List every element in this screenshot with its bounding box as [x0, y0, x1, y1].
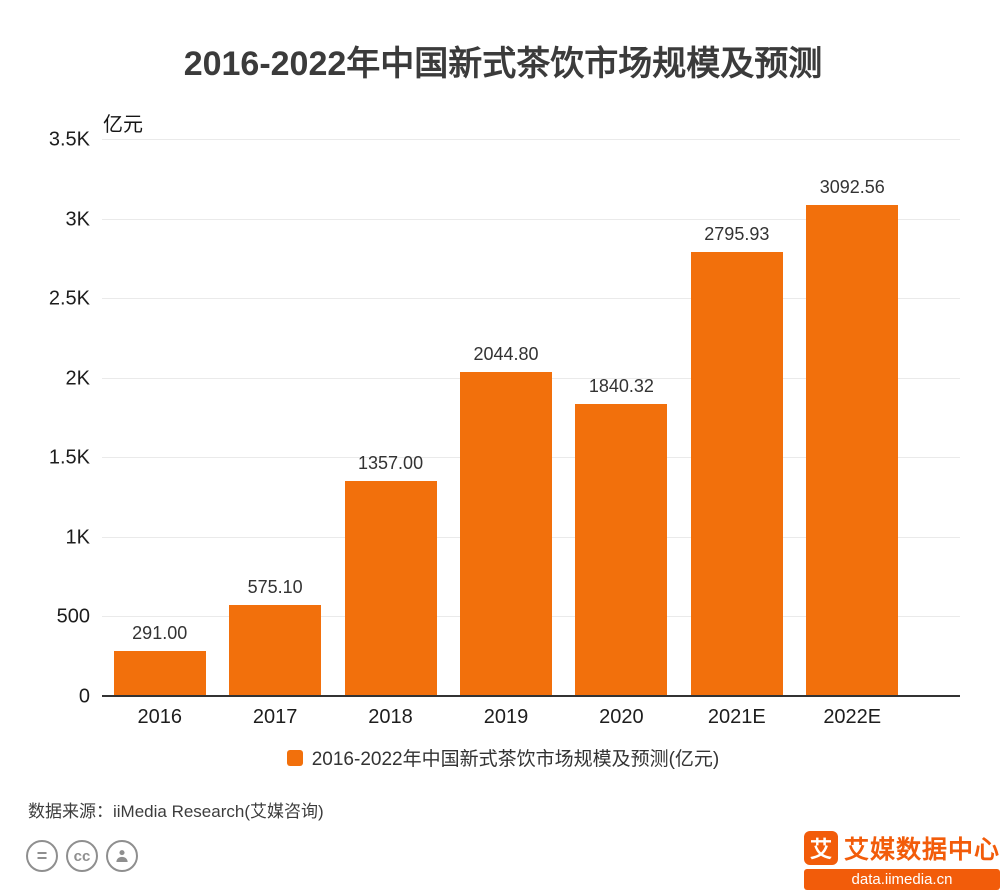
bars-row: 291.00 575.10 1357.00 2044.80 1840.32 2795.93… — [102, 140, 960, 697]
equals-icon[interactable]: = — [26, 840, 58, 872]
x-axis-label: 2022E — [823, 706, 882, 728]
bar-2022E[interactable] — [806, 204, 899, 697]
source-text: 数据来源：iiMedia Research(艾媒咨询) — [28, 802, 324, 821]
y-tick-label: 0 — [78, 685, 90, 708]
bar-value-label: 291.00 — [132, 622, 188, 643]
chart-title: 2016-2022年中国新式茶饮市场规模及预测 — [183, 45, 823, 83]
y-tick-label: 1.5K — [48, 446, 90, 469]
bar-value-label: 3092.56 — [819, 176, 885, 197]
legend-label: 2016-2022年中国新式茶饮市场规模及预测(亿元) — [311, 749, 720, 770]
person-icon-glyph — [116, 850, 128, 862]
x-axis-label: 2021E — [707, 706, 766, 728]
y-tick-label: 1K — [65, 526, 90, 549]
bar-2018[interactable] — [344, 481, 437, 697]
bar-cell: 575.10 — [217, 140, 332, 697]
bar-value-label: 2044.80 — [473, 343, 539, 364]
y-tick-label: 3K — [65, 208, 90, 231]
bar-value-label: 575.10 — [247, 577, 303, 598]
bar-value-label: 1357.00 — [358, 453, 424, 474]
bar-cell: 1840.32 — [564, 140, 679, 697]
bar-value-label: 1840.32 — [588, 376, 654, 397]
x-axis-label: 2020 — [599, 706, 644, 728]
legend-swatch — [286, 749, 303, 766]
y-tick-label: 500 — [56, 605, 90, 628]
brand-url: data.iimedia.cn — [803, 869, 1000, 890]
bar-cell: 3092.56 — [795, 140, 910, 697]
y-axis-unit-label: 亿元 — [103, 114, 143, 136]
bar-value-label: 2795.93 — [704, 224, 770, 245]
bar-2020[interactable] — [575, 404, 668, 697]
bar-cell: 2044.80 — [448, 140, 563, 697]
gridline — [102, 218, 960, 220]
gridline — [102, 298, 960, 300]
brand-name: 艾媒数据中心 — [843, 836, 1000, 864]
cc-icon[interactable]: cc — [66, 840, 98, 872]
brand-logo[interactable]: 艾 艾媒数据中心 data.iimedia.cn — [803, 830, 1000, 890]
brand-top: 艾 艾媒数据中心 — [803, 830, 1000, 866]
x-axis-labels: 2016 2017 2018 2019 2020 2021E 2022E — [102, 706, 960, 729]
bar-2016[interactable] — [113, 650, 206, 697]
y-axis-labels: 0 500 1K 1.5K 2K 2.5K 3K 3.5K — [30, 129, 102, 708]
bar-cell: 291.00 — [102, 140, 217, 697]
x-axis-label: 2019 — [483, 706, 529, 728]
license-icons: = cc — [26, 840, 138, 872]
bar-2019[interactable] — [459, 371, 552, 697]
legend[interactable]: 2016-2022年中国新式茶饮市场规模及预测(亿元) — [0, 744, 1006, 771]
plot-area: 291.00 575.10 1357.00 2044.80 1840.32 2795.93… — [102, 139, 960, 697]
bar-cell: 1357.00 — [333, 140, 448, 697]
y-tick-label: 3.5K — [48, 128, 90, 151]
gridline — [102, 139, 960, 140]
bar-cell: 2795.93 — [679, 140, 794, 697]
bar-2017[interactable] — [229, 605, 322, 697]
x-axis-line — [102, 695, 960, 697]
bar-2021E[interactable] — [690, 252, 783, 697]
y-tick-label: 2.5K — [48, 287, 90, 310]
iimedia-logo-icon: 艾 — [803, 831, 838, 865]
x-axis-label: 2017 — [252, 706, 298, 728]
x-axis-label: 2016 — [137, 706, 182, 728]
person-icon[interactable] — [106, 840, 138, 872]
y-tick-label: 2K — [65, 367, 90, 390]
x-axis-label: 2018 — [368, 706, 413, 728]
